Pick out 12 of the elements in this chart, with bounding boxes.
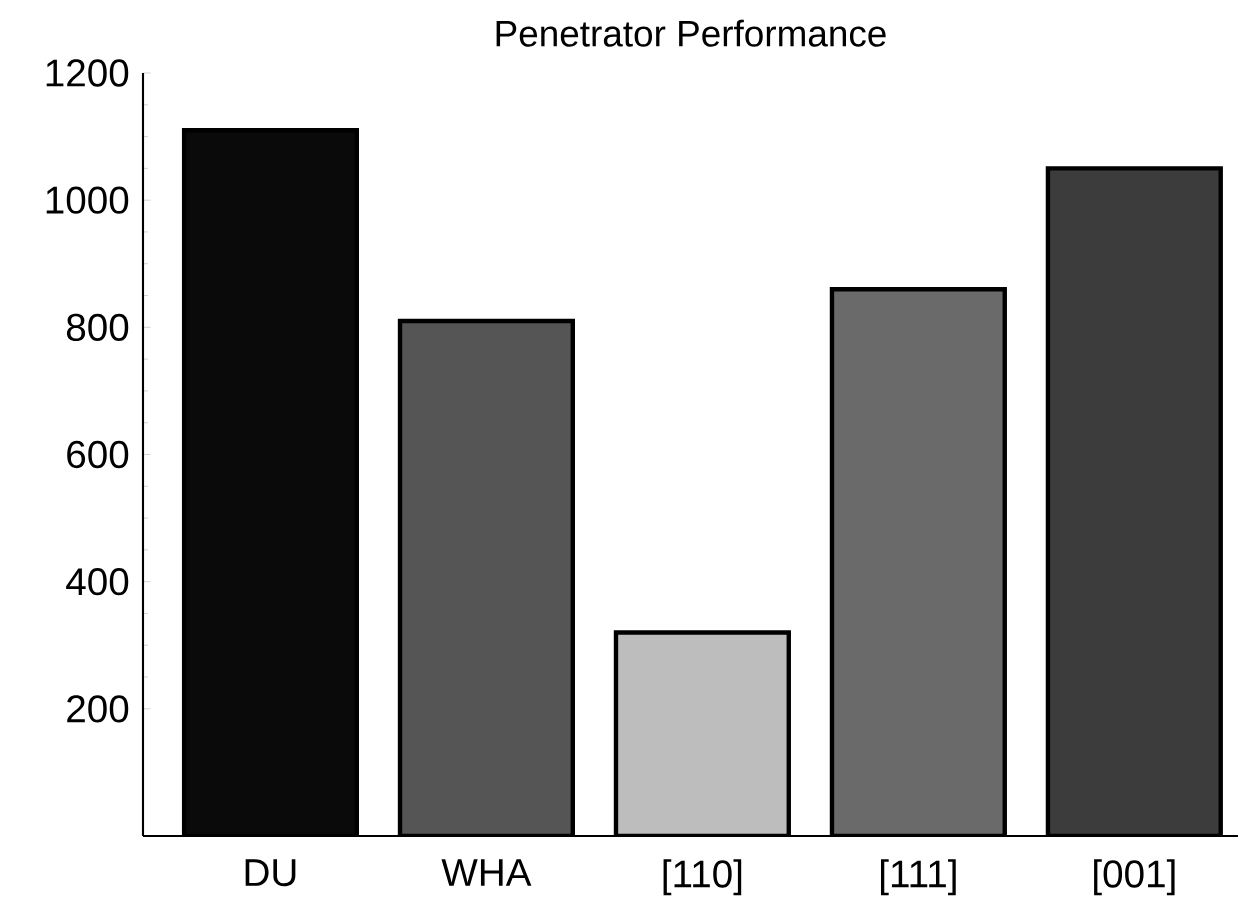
x-tick-label: WHA [441,859,532,886]
x-tick-label: DU [245,859,296,887]
y-tick-label: 400 [66,567,129,596]
y-tick-label: 200 [67,695,129,723]
x-tick-label: [001] [1094,859,1175,896]
y-tick-label: 600 [67,440,129,469]
chart-title: Penetrator Performance [496,19,886,47]
y-tick-label: 800 [66,313,129,342]
y-tick-label: 1000 [46,186,129,214]
x-tick-label: [110] [663,859,742,896]
x-tick-label: [111] [880,859,956,896]
y-tick-label: 1200 [46,59,129,87]
